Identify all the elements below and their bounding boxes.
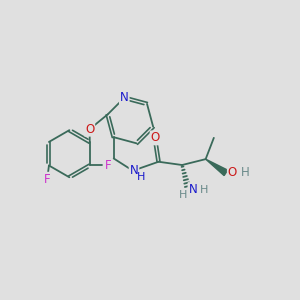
Text: H: H bbox=[179, 190, 187, 200]
Text: H: H bbox=[137, 172, 146, 182]
Text: H: H bbox=[200, 184, 208, 195]
Text: N: N bbox=[120, 91, 129, 104]
Text: N: N bbox=[130, 164, 138, 177]
Text: H: H bbox=[241, 166, 249, 179]
Text: N: N bbox=[188, 183, 197, 196]
Text: O: O bbox=[151, 131, 160, 144]
Text: F: F bbox=[104, 159, 111, 172]
Polygon shape bbox=[206, 159, 228, 175]
Text: O: O bbox=[85, 123, 94, 136]
Text: F: F bbox=[44, 173, 51, 186]
Text: O: O bbox=[228, 166, 237, 179]
